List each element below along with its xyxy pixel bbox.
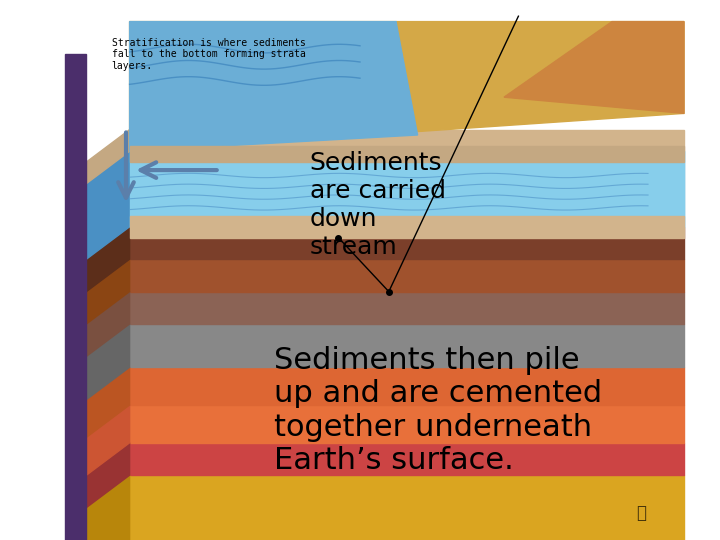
Polygon shape <box>86 475 130 540</box>
Polygon shape <box>130 151 684 227</box>
Polygon shape <box>130 22 684 151</box>
Polygon shape <box>86 130 130 184</box>
Text: Sediments
are carried
down
stream: Sediments are carried down stream <box>310 151 446 259</box>
Polygon shape <box>130 216 684 238</box>
Polygon shape <box>130 367 684 405</box>
Polygon shape <box>130 292 684 324</box>
Polygon shape <box>86 292 130 356</box>
Polygon shape <box>130 22 418 151</box>
Polygon shape <box>504 22 684 113</box>
Polygon shape <box>86 227 130 292</box>
Polygon shape <box>130 324 684 367</box>
Text: Sediments then pile
up and are cemented
together underneath
Earth’s surface.: Sediments then pile up and are cemented … <box>274 346 602 475</box>
Polygon shape <box>130 475 684 540</box>
Polygon shape <box>130 405 684 443</box>
Polygon shape <box>130 130 684 151</box>
Polygon shape <box>86 259 130 324</box>
Polygon shape <box>65 54 86 540</box>
Polygon shape <box>130 146 684 162</box>
Polygon shape <box>86 443 130 508</box>
Polygon shape <box>86 367 130 437</box>
Polygon shape <box>86 324 130 400</box>
Text: Stratification is where sediments
fall to the bottom forming strata
layers.: Stratification is where sediments fall t… <box>112 38 305 71</box>
Polygon shape <box>86 151 130 259</box>
Polygon shape <box>86 405 130 475</box>
Polygon shape <box>130 443 684 475</box>
Polygon shape <box>130 259 684 292</box>
Polygon shape <box>130 151 684 227</box>
Polygon shape <box>130 227 684 259</box>
Text: 🔊: 🔊 <box>636 504 646 522</box>
